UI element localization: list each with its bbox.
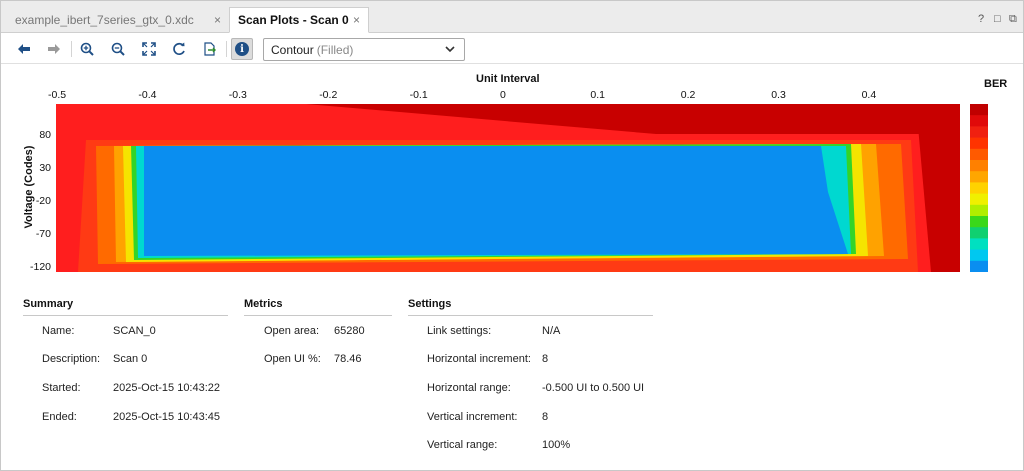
zoom-in-icon[interactable] xyxy=(76,38,98,60)
x-tick-label: 0.4 xyxy=(861,89,877,101)
close-icon[interactable]: × xyxy=(352,13,360,27)
info-icon[interactable]: i xyxy=(231,38,253,60)
x-tick-label: -0.3 xyxy=(228,89,247,101)
colorbar-swatch xyxy=(970,204,988,217)
summary-header: Summary xyxy=(23,298,228,316)
field-label: Ended: xyxy=(42,411,77,423)
x-tick-label: 0 xyxy=(500,89,506,101)
field-value: 2025-Oct-15 10:43:45 xyxy=(113,411,221,423)
tab-label: example_ibert_7series_gtx_0.xdc xyxy=(15,13,194,27)
ber-level-blue xyxy=(144,146,848,256)
colorbar-swatch xyxy=(970,216,988,228)
colorbar-swatch xyxy=(970,104,988,116)
y-tick-label: -120 xyxy=(29,261,51,274)
field-label: Description: xyxy=(42,353,101,365)
tab-bar: example_ibert_7series_gtx_0.xdc × Scan P… xyxy=(1,1,1023,33)
field-value: 8 xyxy=(542,353,549,365)
x-axis-title: Unit Interval xyxy=(476,73,540,85)
y-axis-title: Voltage (Codes) xyxy=(23,145,35,229)
detach-icon[interactable]: ⧉ xyxy=(1009,13,1017,25)
field-label: Vertical range: xyxy=(427,439,498,451)
x-tick-label: -0.1 xyxy=(409,89,428,101)
y-tick-label: -20 xyxy=(35,195,51,208)
colorbar-swatch xyxy=(970,115,988,127)
colorbar-title: BER xyxy=(984,78,1008,90)
colorbar-swatch xyxy=(970,249,988,262)
metrics-header: Metrics xyxy=(244,298,392,316)
field-value: 78.46 xyxy=(334,353,362,365)
y-tick-label: 30 xyxy=(39,162,51,175)
restore-icon[interactable]: □ xyxy=(994,13,1001,25)
forward-arrow-icon[interactable] xyxy=(43,38,65,60)
x-tick-label: -0.5 xyxy=(48,89,67,101)
help-icon[interactable]: ? xyxy=(978,13,985,25)
eye-contour-plot[interactable] xyxy=(56,104,960,272)
field-value: 8 xyxy=(542,411,549,423)
zoom-out-icon[interactable] xyxy=(107,38,129,60)
tab-xdc-file[interactable]: example_ibert_7series_gtx_0.xdc × xyxy=(7,7,229,33)
back-arrow-icon[interactable] xyxy=(13,38,35,60)
x-tick-label: 0.2 xyxy=(680,89,696,101)
x-tick-label: 0.3 xyxy=(771,89,786,101)
x-tick-label: 0.1 xyxy=(590,89,605,101)
chevron-down-icon xyxy=(445,46,455,53)
field-value: SCAN_0 xyxy=(113,325,156,337)
colorbar-swatch xyxy=(970,182,988,195)
colorbar-swatch xyxy=(970,160,988,172)
refresh-icon[interactable] xyxy=(168,38,190,60)
tab-label: Scan Plots - Scan 0 xyxy=(238,13,349,27)
colorbar-swatch xyxy=(970,238,988,251)
field-value: Scan 0 xyxy=(113,353,148,365)
export-icon[interactable] xyxy=(199,38,221,60)
ber-level-darkred xyxy=(306,104,960,134)
field-label: Horizontal increment: xyxy=(427,353,531,365)
x-tick-label: -0.2 xyxy=(319,89,338,101)
colorbar-swatch xyxy=(970,171,988,183)
plot-type-suffix: (Filled) xyxy=(316,42,354,57)
tab-scan-plots[interactable]: Scan Plots - Scan 0 × xyxy=(229,7,369,33)
settings-header: Settings xyxy=(408,298,653,316)
ber-colorbar xyxy=(970,104,988,273)
field-value: 65280 xyxy=(334,325,365,337)
field-value: 100% xyxy=(542,439,571,451)
field-label: Link settings: xyxy=(427,325,492,337)
field-label: Name: xyxy=(42,325,75,337)
x-tick-label: -0.4 xyxy=(138,89,157,101)
field-value: -0.500 UI to 0.500 UI xyxy=(542,382,645,394)
field-value: 2025-Oct-15 10:43:22 xyxy=(113,382,221,394)
y-tick-label: 80 xyxy=(39,129,51,142)
y-tick-label: -70 xyxy=(35,228,51,241)
colorbar-swatch xyxy=(970,148,988,161)
colorbar-swatch xyxy=(970,193,988,206)
field-label: Open UI %: xyxy=(264,353,321,365)
plot-type-select[interactable]: Contour (Filled) xyxy=(263,38,465,61)
close-icon[interactable]: × xyxy=(213,13,221,27)
colorbar-swatch xyxy=(970,227,988,239)
colorbar-swatch xyxy=(970,137,988,150)
ber-level-darkred xyxy=(916,104,960,272)
fit-icon[interactable] xyxy=(138,38,160,60)
field-label: Open area: xyxy=(264,325,320,337)
plot-type-value: Contour xyxy=(271,42,314,57)
field-label: Vertical increment: xyxy=(427,411,518,423)
field-label: Horizontal range: xyxy=(427,382,511,394)
field-value: N/A xyxy=(542,325,561,337)
colorbar-swatch xyxy=(970,126,988,139)
colorbar-swatch xyxy=(970,260,988,273)
toolbar: i xyxy=(1,34,1023,64)
field-label: Started: xyxy=(42,382,81,394)
